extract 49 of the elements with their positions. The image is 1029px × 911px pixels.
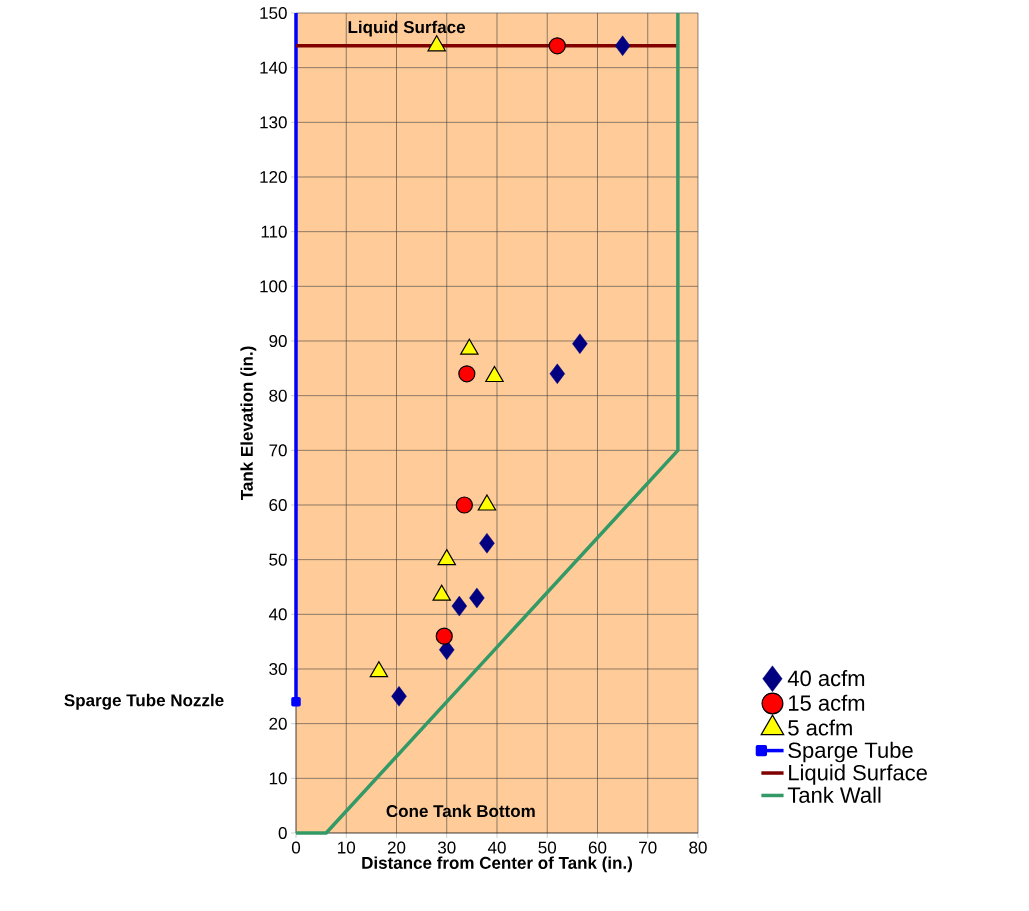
point xyxy=(549,363,565,384)
point xyxy=(391,686,407,707)
y-tick-label: 30 xyxy=(269,662,287,676)
legend-label: 15 acfm xyxy=(788,694,865,711)
x-tick-label: 60 xyxy=(588,841,607,854)
point xyxy=(427,35,446,52)
x-tick-label: 80 xyxy=(689,841,707,854)
y-tick-label: 20 xyxy=(269,717,287,730)
annotation: Cone Tank Bottom xyxy=(386,804,535,818)
y-tick-label: 60 xyxy=(269,498,287,512)
legend-label: Tank Wall xyxy=(787,786,881,803)
y-tick-label: 130 xyxy=(260,116,287,129)
y-tick-label: 0 xyxy=(278,826,287,840)
x-tick-label: 50 xyxy=(538,841,557,854)
annotation: Liquid Surface xyxy=(348,20,465,37)
x-tick-label: 30 xyxy=(437,841,456,854)
y-tick-label: 70 xyxy=(269,444,287,457)
y-tick-label: 90 xyxy=(269,334,287,348)
y-tick-label: 140 xyxy=(260,61,287,74)
y-tick-label: 100 xyxy=(260,280,287,293)
y-tick-label: 50 xyxy=(269,553,287,566)
legend-label: 5 acfm xyxy=(788,719,852,736)
y-tick-label: 40 xyxy=(268,608,287,621)
y-tick-label: 110 xyxy=(261,225,287,238)
point xyxy=(435,627,453,645)
point xyxy=(479,533,495,554)
x-axis-title: Distance from Center of Tank (in.) xyxy=(362,856,632,873)
y-tick-label: 80 xyxy=(269,389,287,402)
point xyxy=(291,697,301,707)
point xyxy=(572,333,588,354)
y-tick-label: 150 xyxy=(260,6,287,20)
x-tick-label: 10 xyxy=(338,841,356,854)
legend-label: 40 acfm xyxy=(787,670,865,687)
x-tick-label: 0 xyxy=(291,841,301,854)
point xyxy=(548,37,566,55)
text: Sparge Tube Nozzle xyxy=(64,693,224,710)
point xyxy=(469,587,485,609)
legend-label: Liquid Surface xyxy=(789,764,927,785)
x-tick-label: 40 xyxy=(487,841,506,854)
x-tick-label: 70 xyxy=(639,841,657,854)
point xyxy=(451,595,468,617)
x-tick-label: 20 xyxy=(387,841,406,854)
point xyxy=(458,365,476,383)
point xyxy=(455,496,473,514)
y-tick-label: 10 xyxy=(269,772,287,785)
y-tick-label: 120 xyxy=(260,170,287,184)
y-axis-title: Tank Elevation (in.) xyxy=(240,346,257,501)
legend-label: Sparge Tube xyxy=(788,741,913,763)
point xyxy=(614,35,631,56)
